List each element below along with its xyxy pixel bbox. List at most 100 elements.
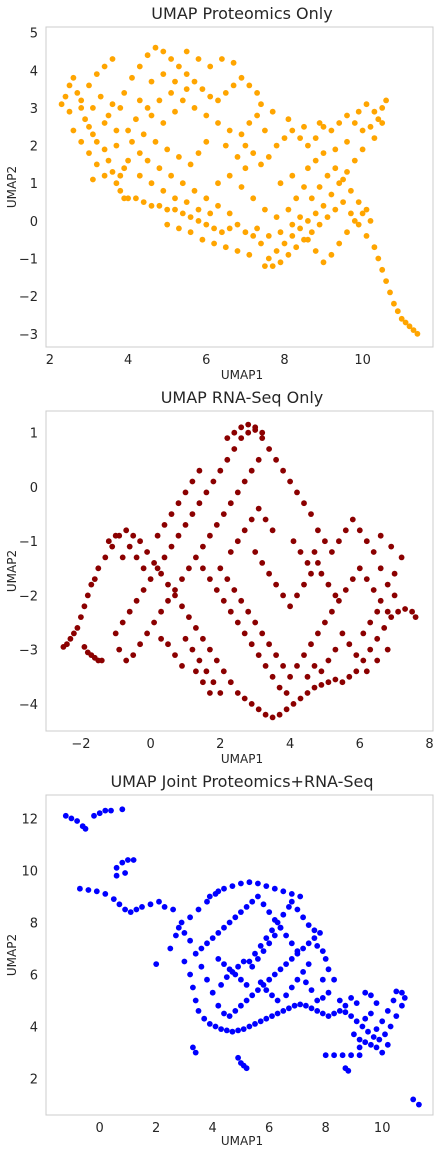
data-point: [342, 587, 349, 593]
data-point: [398, 554, 405, 561]
data-point: [300, 945, 306, 952]
data-point: [238, 880, 244, 887]
data-point: [148, 112, 155, 119]
data-point: [273, 456, 279, 463]
data-point: [266, 570, 272, 577]
y-tick-label: 0: [30, 481, 38, 496]
data-point: [388, 614, 395, 620]
data-point: [349, 576, 356, 582]
data-point: [371, 108, 378, 115]
chart-title: UMAP Proteomics Only: [151, 4, 332, 23]
y-tick-label: 1: [30, 427, 38, 442]
data-point: [238, 1002, 244, 1009]
data-point: [246, 879, 253, 886]
data-point: [331, 976, 337, 983]
data-point: [273, 142, 280, 149]
data-point: [74, 625, 81, 631]
data-point: [316, 184, 323, 190]
data-point: [224, 456, 231, 463]
data-point: [158, 608, 165, 615]
data-point: [229, 883, 236, 889]
data-point: [370, 1034, 377, 1040]
data-point: [304, 690, 311, 696]
data-point: [262, 206, 268, 213]
chart-title: UMAP RNA-Seq Only: [161, 388, 324, 407]
data-point: [240, 1026, 247, 1032]
data-point: [234, 619, 241, 626]
data-point: [224, 435, 231, 441]
data-point: [301, 581, 307, 588]
data-point: [172, 206, 178, 213]
data-point: [195, 56, 202, 62]
data-point: [339, 679, 346, 686]
data-point: [363, 233, 370, 239]
data-point: [203, 138, 210, 145]
data-point: [373, 1026, 380, 1032]
data-point: [101, 120, 108, 126]
data-point: [203, 112, 210, 119]
data-point: [280, 911, 287, 918]
data-point: [231, 446, 238, 452]
data-point: [122, 906, 128, 913]
x-tick-labels: −2 0 2 4 6 8: [71, 737, 433, 752]
scatter-points: [58, 44, 421, 337]
data-point: [367, 619, 374, 626]
data-point: [269, 927, 275, 934]
data-point: [238, 424, 245, 431]
data-point: [105, 157, 112, 164]
data-point: [375, 255, 382, 262]
data-point: [384, 1008, 391, 1014]
data-point: [263, 935, 270, 941]
data-point: [373, 1044, 380, 1051]
data-point: [250, 150, 257, 157]
data-point: [305, 961, 312, 967]
data-point: [252, 619, 259, 626]
data-point: [280, 467, 286, 474]
data-point: [140, 131, 147, 138]
data-point: [387, 289, 393, 296]
data-point: [301, 500, 307, 507]
x-tick-label: 0: [146, 737, 154, 752]
data-point: [156, 202, 163, 209]
y-tick-label: −2: [19, 589, 38, 604]
data-point: [328, 127, 335, 134]
data-point: [182, 635, 189, 642]
data-point: [93, 888, 100, 895]
data-point: [348, 187, 354, 194]
data-point: [222, 142, 229, 149]
data-point: [331, 1010, 337, 1017]
data-point: [175, 532, 182, 539]
data-point: [78, 105, 85, 111]
data-point: [336, 1008, 343, 1014]
data-point: [318, 570, 325, 577]
data-point: [203, 195, 210, 202]
data-point: [365, 1028, 371, 1035]
data-point: [304, 673, 311, 680]
data-point: [234, 489, 241, 496]
data-point: [136, 97, 143, 104]
data-point: [315, 560, 321, 566]
y-tick-label: −3: [19, 328, 38, 343]
data-point: [137, 641, 144, 648]
data-point: [93, 138, 100, 145]
data-point: [101, 63, 108, 70]
data-point: [136, 63, 143, 70]
data-point: [332, 676, 339, 683]
data-point: [232, 914, 239, 921]
data-point: [351, 157, 358, 164]
data-point: [153, 961, 160, 967]
data-point: [147, 901, 154, 908]
plot-frame: [45, 794, 434, 1116]
data-point: [186, 614, 192, 620]
data-point: [312, 157, 319, 164]
data-point: [311, 549, 318, 555]
data-point: [399, 1002, 405, 1009]
data-point: [158, 635, 165, 642]
data-point: [243, 982, 250, 988]
data-point: [113, 864, 120, 871]
data-point: [379, 105, 386, 111]
data-point: [211, 225, 218, 232]
data-point: [165, 641, 171, 648]
data-point: [249, 992, 256, 999]
